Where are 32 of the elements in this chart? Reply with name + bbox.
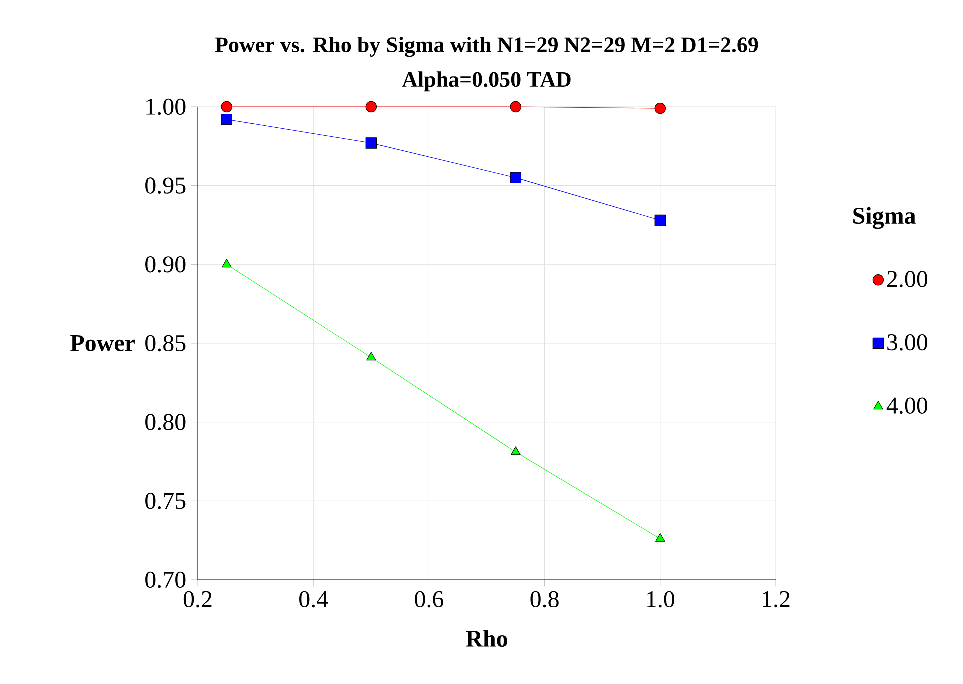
point [221, 114, 233, 126]
x-tick-label: 0.4 [300, 591, 328, 608]
point [366, 352, 376, 361]
point [221, 101, 233, 113]
x-tick-label: 1.2 [763, 591, 790, 608]
point [366, 138, 378, 149]
x-tick-label: 0.2 [184, 591, 212, 608]
x-axis-title: Rho [466, 630, 508, 648]
legend-label: 3.00 [888, 334, 928, 351]
legend-label: 2.00 [887, 271, 928, 288]
x-tick-label: 1.0 [648, 591, 674, 608]
point [222, 259, 232, 268]
y-tick-label: 0.90 [146, 256, 186, 273]
y-tick-label: 1.00 [146, 98, 186, 116]
point [510, 172, 522, 184]
y-tick-label: 0.75 [146, 493, 186, 510]
y-tick-label: 0.85 [146, 335, 186, 352]
point [510, 101, 522, 113]
point [654, 214, 666, 226]
legend-title: Sigma [854, 207, 916, 230]
chart-title: Power vs. Rho by Sigma with N1=29 N2=29 M=2 D1=2.69 Alpha=0.050 TAD [215, 36, 758, 92]
x-tick-label: 0.8 [530, 591, 559, 608]
y-tick-label: 0.80 [146, 414, 186, 430]
point [366, 101, 378, 113]
y-axis-title: Power [70, 336, 135, 352]
x-tick-label: 0.6 [415, 591, 444, 608]
point [511, 446, 521, 456]
point [654, 102, 666, 114]
legend-label: 4.00 [886, 398, 928, 414]
y-tick-label: 0.70 [146, 572, 186, 588]
y-tick-label: 0.95 [146, 178, 186, 194]
point [656, 533, 666, 542]
